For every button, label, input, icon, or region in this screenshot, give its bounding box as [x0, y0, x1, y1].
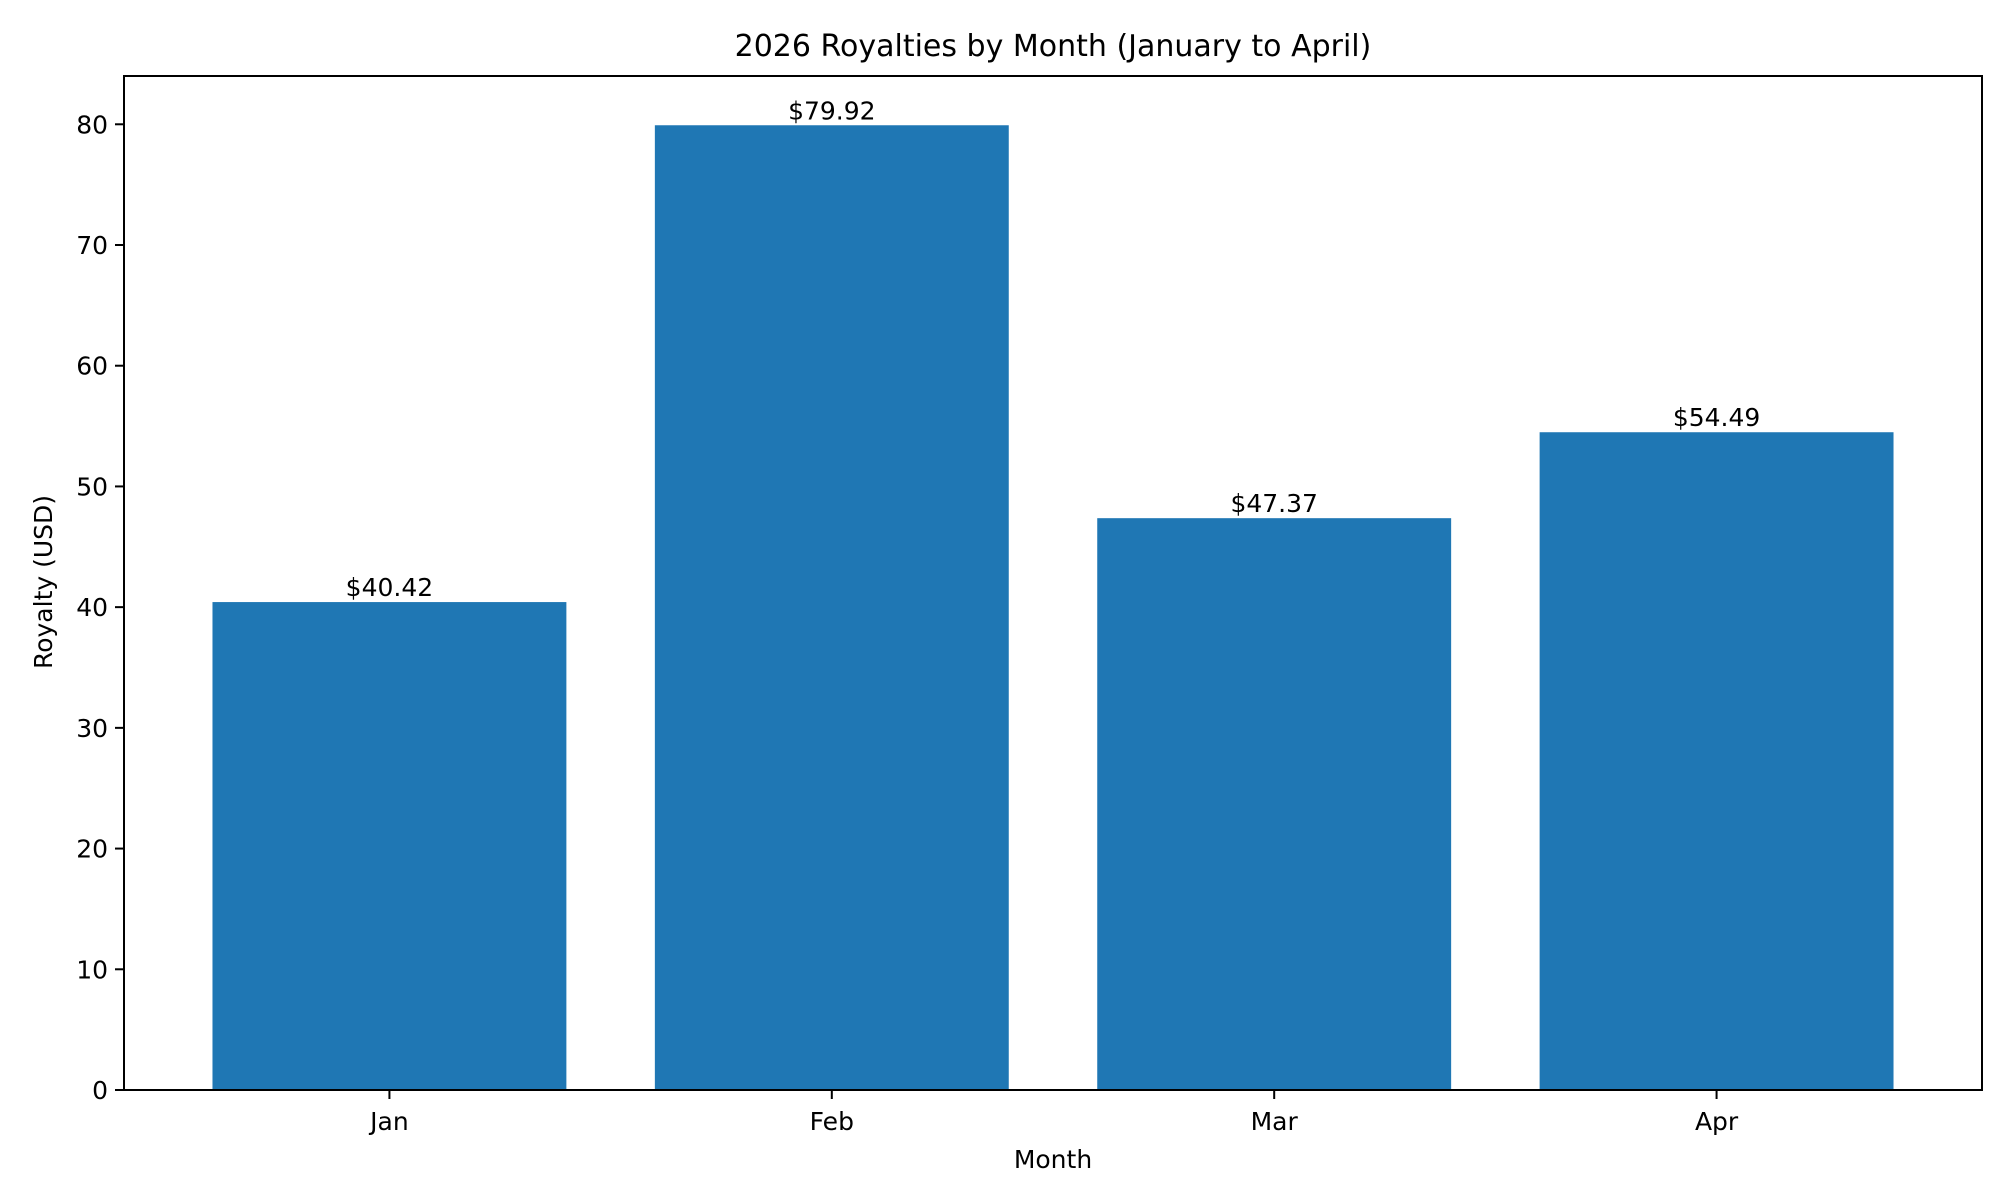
x-axis-label: Month	[1014, 1145, 1092, 1174]
y-axis: 0 10 20 30 40 50 60 70 80	[76, 110, 124, 1105]
y-tick-label-30: 30	[76, 714, 108, 743]
y-tick-label-60: 60	[76, 352, 108, 381]
data-label-apr: $54.49	[1673, 403, 1760, 432]
x-tick-label-feb: Feb	[810, 1107, 854, 1136]
x-tick-label-jan: Jan	[368, 1107, 409, 1136]
data-label-feb: $79.92	[788, 96, 875, 125]
y-tick-label-40: 40	[76, 593, 108, 622]
data-labels-group: $40.42 $79.92 $47.37 $54.49	[346, 96, 1761, 602]
y-tick-label-10: 10	[76, 955, 108, 984]
data-label-mar: $47.37	[1230, 489, 1317, 518]
bars-group	[212, 125, 1894, 1091]
data-label-jan: $40.42	[346, 573, 433, 602]
bar-jan	[212, 602, 567, 1090]
bar-apr	[1539, 432, 1894, 1090]
y-axis-label: Royalty (USD)	[29, 495, 58, 669]
x-axis: Jan Feb Mar Apr	[368, 1090, 1739, 1136]
chart-title: 2026 Royalties by Month (January to Apri…	[735, 29, 1372, 64]
x-tick-label-apr: Apr	[1695, 1107, 1739, 1136]
y-tick-label-20: 20	[76, 835, 108, 864]
bar-mar	[1097, 518, 1452, 1090]
y-tick-label-50: 50	[76, 472, 108, 501]
bar-feb	[654, 125, 1009, 1091]
y-tick-label-80: 80	[76, 110, 108, 139]
y-tick-label-0: 0	[92, 1076, 108, 1105]
y-tick-label-70: 70	[76, 231, 108, 260]
x-tick-label-mar: Mar	[1251, 1107, 1299, 1136]
plot-frame	[123, 75, 1983, 1091]
